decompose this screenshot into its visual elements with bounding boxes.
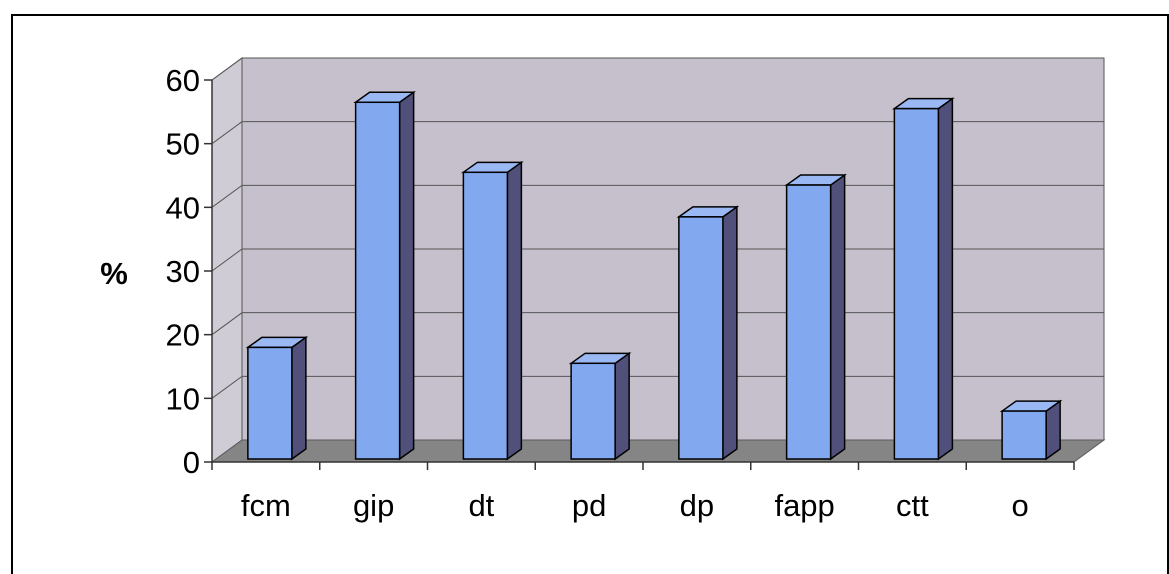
bar-side — [614, 351, 630, 461]
bar-ctt — [892, 97, 955, 461]
bar-front — [570, 362, 616, 460]
bar-front — [893, 107, 940, 460]
gridline — [211, 121, 1104, 145]
bar-side — [722, 205, 738, 461]
bar-side — [829, 173, 846, 461]
bar-side — [398, 90, 415, 461]
axes — [204, 79, 1075, 470]
y-tick-label: 30 — [166, 254, 200, 289]
bar-dt — [461, 160, 524, 461]
bar-front — [785, 184, 832, 460]
bar-fapp — [784, 173, 847, 461]
bar-o — [999, 399, 1063, 461]
x-tick-label-fapp: fapp — [774, 488, 834, 523]
y-tick-label: 40 — [166, 190, 200, 225]
x-tick-label-o: o — [1012, 488, 1029, 523]
bar-front — [678, 216, 724, 460]
bar-gip — [353, 90, 416, 461]
y-tick-label: 50 — [166, 127, 200, 162]
plot-walls — [210, 57, 1106, 463]
x-tick-label-ctt: ctt — [896, 488, 929, 523]
x-tick-label-pd: pd — [572, 488, 606, 523]
bar-front — [354, 101, 401, 460]
bar-pd — [568, 351, 632, 461]
y-tick-labels: 0 10 20 30 40 50 60 — [166, 63, 200, 480]
bar-front — [1001, 410, 1047, 460]
x-tick-label-gip: gip — [353, 488, 394, 523]
y-tick-label: 60 — [166, 63, 200, 98]
gridline — [211, 57, 1104, 81]
bar-fcm — [245, 335, 309, 461]
x-tick-labels: fcm gip dt pd dp fapp ctt o — [241, 488, 1029, 523]
chart-frame — [11, 14, 1169, 574]
bar-side — [937, 97, 954, 461]
y-axis-label: % — [100, 256, 128, 291]
x-tick-label-fcm: fcm — [241, 488, 291, 523]
bar-front — [462, 171, 509, 460]
bar-side — [291, 335, 307, 461]
bar-dp — [676, 205, 740, 461]
y-tick-label: 10 — [166, 381, 200, 416]
y-tick-label: 20 — [166, 318, 200, 353]
y-tick-label: 0 — [183, 445, 200, 480]
bar-front — [247, 346, 293, 460]
x-tick-label-dt: dt — [468, 488, 494, 523]
x-tick-label-dp: dp — [680, 488, 714, 523]
bar-side — [506, 160, 523, 461]
floor — [210, 439, 1106, 463]
bars — [245, 90, 1063, 461]
